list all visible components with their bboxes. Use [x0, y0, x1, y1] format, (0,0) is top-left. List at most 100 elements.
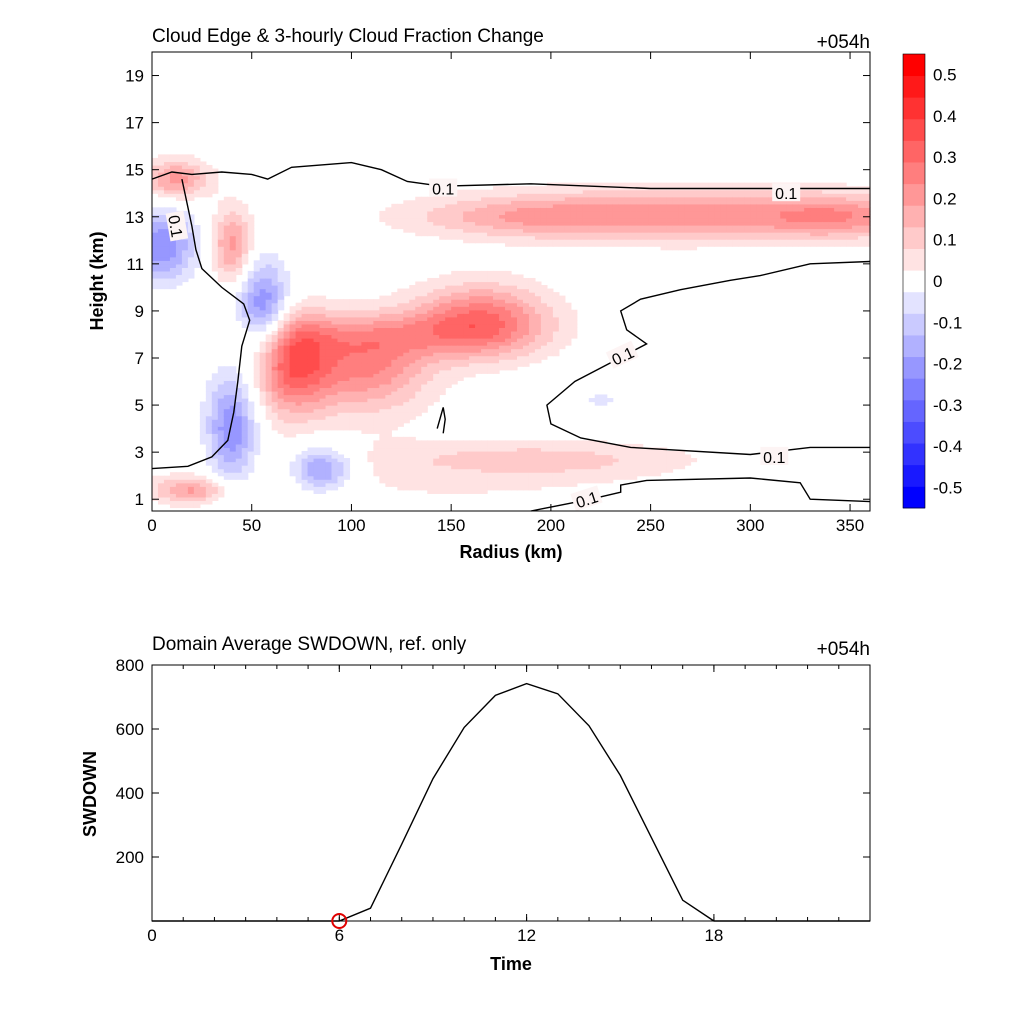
heatmap-cell: [834, 228, 841, 233]
heatmap-cell: [522, 345, 530, 350]
heatmap-cell: [475, 292, 482, 297]
heatmap-cell: [229, 461, 237, 466]
heatmap-cell: [528, 217, 536, 223]
heatmap-cell: [199, 422, 207, 427]
heatmap-cell: [415, 458, 422, 463]
heatmap-cell: [385, 316, 392, 321]
heatmap-cell: [516, 309, 524, 314]
heatmap-cell: [277, 366, 285, 371]
heatmap-cell: [451, 200, 458, 205]
heatmap-cell: [487, 217, 494, 223]
heatmap-cell: [175, 164, 183, 170]
heatmap-cell: [181, 263, 189, 268]
heatmap-cell: [253, 267, 261, 272]
heatmap-cell: [277, 419, 285, 424]
heatmap-cell: [247, 221, 255, 226]
heatmap-cell: [397, 412, 404, 417]
heatmap-cell: [726, 232, 733, 237]
y-tick-label: 19: [125, 67, 144, 86]
heatmap-cell: [810, 221, 817, 226]
heatmap-cell: [301, 387, 309, 392]
heatmap-cell: [804, 193, 811, 198]
heatmap-cell: [469, 270, 476, 276]
heatmap-cell: [169, 500, 177, 505]
heatmap-cell: [415, 461, 422, 466]
heatmap-cell: [247, 412, 255, 417]
heatmap-cell: [355, 362, 363, 367]
heatmap-cell: [654, 207, 662, 212]
heatmap-cell: [397, 210, 404, 216]
heatmap-cell: [798, 200, 805, 205]
heatmap-cell: [271, 330, 279, 336]
heatmap-cell: [864, 207, 871, 212]
heatmap-cell: [445, 345, 452, 350]
heatmap-cell: [864, 242, 871, 247]
heatmap-cell: [505, 270, 512, 276]
heatmap-cell: [463, 348, 470, 353]
heatmap-cell: [421, 383, 428, 389]
heatmap-cell: [331, 408, 339, 413]
heatmap-cell: [630, 475, 638, 480]
heatmap-cell: [367, 348, 374, 353]
heatmap-cell: [235, 246, 243, 251]
heatmap-cell: [493, 359, 500, 364]
heatmap-cell: [175, 189, 183, 194]
heatmap-cell: [445, 228, 452, 233]
heatmap-cell: [181, 503, 189, 509]
heatmap-cell: [373, 440, 380, 445]
heatmap-cell: [433, 362, 440, 367]
heatmap-cell: [720, 210, 727, 216]
heatmap-cell: [373, 334, 380, 339]
heatmap-cell: [403, 454, 410, 459]
heatmap-cell: [822, 235, 829, 240]
heatmap-cell: [271, 380, 279, 385]
heatmap-cell: [499, 337, 506, 343]
heatmap-cell: [223, 246, 231, 251]
heatmap-cell: [648, 214, 656, 219]
heatmap-cell: [481, 239, 488, 244]
heatmap-cell: [636, 210, 644, 216]
heatmap-cell: [361, 320, 368, 325]
heatmap-cell: [487, 479, 494, 484]
heatmap-cell: [546, 323, 554, 328]
heatmap-cell: [582, 440, 590, 445]
heatmap-cell: [307, 330, 315, 336]
heatmap-cell: [355, 348, 363, 353]
colorbar: 0.50.40.30.20.10-0.1-0.2-0.3-0.4-0.5: [902, 53, 962, 509]
heatmap-cell: [152, 217, 159, 223]
heatmap-cell: [355, 320, 363, 325]
heatmap-cell: [199, 405, 207, 410]
heatmap-cell: [570, 239, 578, 244]
heatmap-cell: [594, 200, 602, 205]
heatmap-cell: [493, 228, 500, 233]
heatmap-cell: [738, 235, 745, 240]
heatmap-cell: [672, 232, 680, 237]
heatmap-cell: [594, 189, 602, 194]
heatmap-cell: [271, 394, 279, 399]
heatmap-cell: [427, 394, 434, 399]
heatmap-cell: [505, 454, 512, 459]
heatmap-cell: [522, 299, 530, 304]
heatmap-cell: [672, 454, 680, 459]
heatmap-cell: [295, 405, 303, 410]
heatmap-cell: [636, 225, 644, 230]
heatmap-cell: [313, 355, 321, 360]
heatmap-cell: [211, 458, 219, 463]
heatmap-cell: [331, 401, 339, 406]
heatmap-cell: [864, 210, 871, 216]
heatmap-cell: [684, 228, 692, 233]
heatmap-cell: [534, 210, 542, 216]
y-tick-label: 13: [125, 208, 144, 227]
heatmap-cell: [229, 475, 237, 480]
heatmap-cell: [439, 323, 446, 328]
heatmap-cell: [223, 239, 231, 244]
heatmap-cell: [522, 330, 530, 336]
heatmap-cell: [534, 189, 542, 194]
heatmap-cell: [445, 366, 452, 371]
heatmap-cell: [427, 352, 434, 357]
heatmap-cell: [433, 207, 440, 212]
heatmap-cell: [379, 359, 386, 364]
heatmap-cell: [217, 436, 225, 441]
heatmap-cell: [648, 450, 656, 456]
colorbar-tick-label: -0.3: [933, 396, 962, 415]
